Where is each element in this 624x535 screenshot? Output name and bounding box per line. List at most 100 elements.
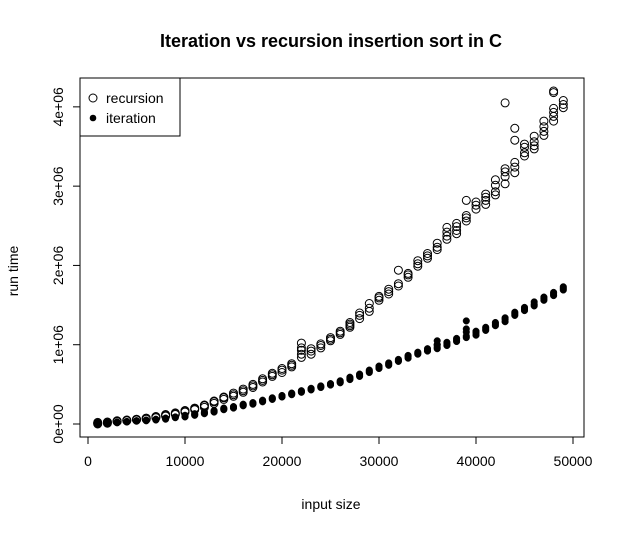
point-iteration bbox=[491, 318, 499, 327]
y-tick-label: 0e+00 bbox=[50, 404, 66, 444]
point-recursion bbox=[500, 179, 510, 189]
point-recursion bbox=[432, 242, 442, 252]
point-recursion bbox=[423, 253, 432, 263]
point-recursion bbox=[364, 299, 374, 308]
point-iteration bbox=[123, 417, 131, 426]
point-recursion bbox=[490, 187, 500, 197]
point-iteration bbox=[288, 389, 296, 397]
point-recursion bbox=[219, 392, 229, 402]
point-recursion bbox=[481, 195, 491, 205]
point-recursion bbox=[442, 231, 452, 241]
point-recursion bbox=[549, 103, 559, 113]
point-iteration bbox=[307, 384, 315, 392]
point-iteration bbox=[326, 380, 335, 388]
x-tick-label: 20000 bbox=[263, 453, 302, 469]
point-recursion bbox=[510, 162, 520, 172]
point-recursion bbox=[539, 126, 549, 136]
point-recursion bbox=[452, 229, 462, 239]
point-iteration bbox=[259, 396, 267, 404]
y-tick-label: 1e+06 bbox=[50, 325, 66, 365]
point-recursion bbox=[461, 195, 471, 205]
point-iteration bbox=[404, 351, 412, 359]
point-iteration bbox=[142, 416, 150, 424]
point-recursion bbox=[326, 333, 335, 343]
point-recursion bbox=[413, 256, 423, 266]
point-recursion bbox=[403, 272, 413, 282]
legend-marker-recursion bbox=[88, 93, 98, 103]
point-iteration bbox=[443, 338, 451, 346]
point-recursion bbox=[364, 303, 374, 313]
point-recursion bbox=[432, 238, 442, 248]
point-recursion bbox=[277, 364, 287, 373]
point-recursion bbox=[529, 137, 539, 147]
point-recursion bbox=[316, 339, 326, 349]
point-recursion bbox=[335, 326, 345, 336]
point-iteration bbox=[229, 403, 238, 411]
point-iteration bbox=[472, 327, 480, 335]
point-recursion bbox=[481, 189, 491, 199]
point-recursion bbox=[549, 86, 559, 96]
legend-box bbox=[79, 77, 181, 137]
point-recursion bbox=[529, 141, 539, 151]
x-tick-label: 0 bbox=[84, 453, 92, 469]
point-iteration bbox=[113, 418, 121, 426]
point-recursion bbox=[277, 368, 287, 377]
point-recursion bbox=[248, 379, 258, 389]
point-recursion bbox=[384, 284, 394, 294]
legend-marker-iteration bbox=[89, 114, 97, 122]
legend-label-recursion: recursion bbox=[106, 90, 164, 106]
point-recursion bbox=[316, 343, 326, 353]
point-iteration bbox=[414, 348, 422, 356]
point-recursion bbox=[229, 388, 238, 398]
point-iteration bbox=[559, 283, 567, 291]
point-iteration bbox=[278, 391, 286, 400]
point-iteration bbox=[152, 415, 160, 423]
point-recursion bbox=[384, 287, 394, 297]
point-iteration bbox=[501, 314, 509, 322]
data-points bbox=[93, 86, 568, 429]
point-recursion bbox=[355, 308, 365, 318]
point-recursion bbox=[238, 384, 248, 394]
point-iteration bbox=[181, 411, 189, 419]
x-tick-label: 50000 bbox=[554, 453, 593, 469]
point-recursion bbox=[510, 123, 520, 133]
point-recursion bbox=[442, 234, 452, 244]
point-recursion bbox=[345, 318, 355, 327]
point-iteration bbox=[482, 323, 490, 331]
point-iteration bbox=[375, 362, 383, 370]
point-iteration bbox=[346, 373, 354, 381]
x-axis-label: input size bbox=[301, 496, 360, 512]
point-recursion bbox=[423, 249, 432, 258]
point-recursion bbox=[209, 396, 219, 406]
x-tick-label: 30000 bbox=[360, 453, 399, 469]
point-recursion bbox=[529, 144, 539, 154]
point-recursion bbox=[520, 148, 529, 158]
point-recursion bbox=[452, 218, 462, 228]
point-recursion bbox=[490, 180, 500, 190]
point-iteration bbox=[210, 406, 218, 415]
point-recursion bbox=[471, 204, 481, 214]
point-iteration bbox=[356, 370, 364, 378]
point-iteration bbox=[453, 334, 461, 342]
point-iteration bbox=[433, 337, 441, 345]
point-iteration bbox=[336, 377, 344, 385]
legend-label-iteration: iteration bbox=[106, 110, 156, 126]
legend: recursion iteration bbox=[79, 77, 181, 137]
point-iteration bbox=[220, 404, 228, 412]
point-recursion bbox=[558, 100, 568, 109]
point-iteration bbox=[171, 413, 179, 421]
point-recursion bbox=[355, 314, 365, 324]
point-recursion bbox=[481, 192, 491, 202]
point-recursion bbox=[442, 227, 452, 237]
point-iteration bbox=[162, 414, 170, 422]
point-iteration bbox=[394, 355, 402, 363]
point-recursion bbox=[374, 291, 384, 301]
point-recursion bbox=[296, 338, 306, 348]
point-recursion bbox=[510, 135, 520, 145]
chart-title: Iteration vs recursion insertion sort in… bbox=[160, 31, 502, 51]
point-iteration bbox=[94, 419, 102, 427]
point-recursion bbox=[296, 343, 306, 353]
point-iteration bbox=[268, 394, 276, 402]
point-recursion bbox=[452, 226, 462, 235]
point-recursion bbox=[306, 344, 316, 354]
